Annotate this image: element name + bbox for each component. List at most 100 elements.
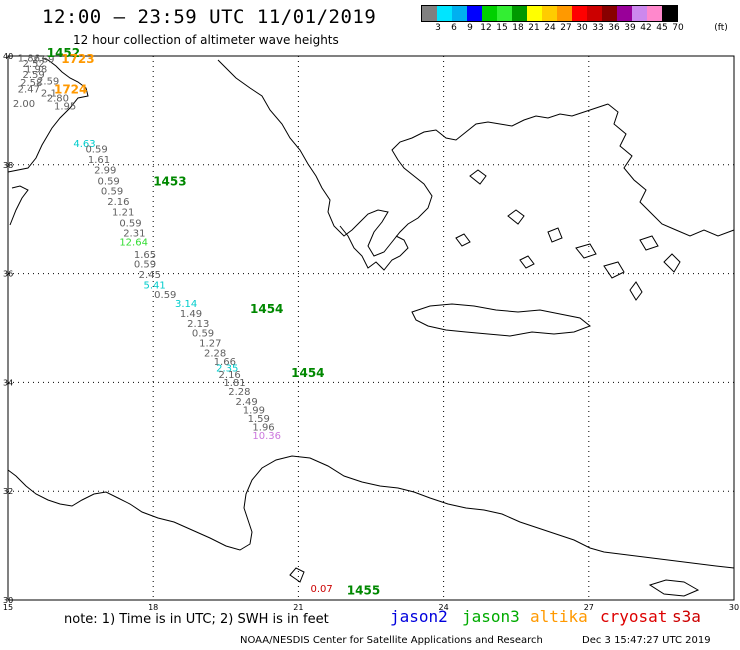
wave-height-value: 2.35 (216, 364, 238, 375)
legend-swatch-11 (587, 6, 602, 21)
wave-height-value: 1.27 (199, 338, 221, 349)
legend-swatch-6 (512, 6, 527, 21)
wave-height-value: 2.49 (235, 397, 257, 408)
latitude-label: 36 (3, 270, 13, 279)
coastlines (7, 57, 735, 597)
legend-swatch-10 (572, 6, 587, 21)
satellite-track: 1.862.692.521.982.592.592.582.47 2.12.80 2… (13, 53, 333, 594)
legend-swatches (421, 5, 678, 22)
credit-line: NOAA/NESDIS Center for Satellite Applica… (240, 635, 543, 646)
wave-height-value: 1.99 (243, 405, 265, 416)
legend-swatch-2 (452, 6, 467, 21)
wave-height-value: 1.49 (180, 309, 202, 320)
wave-height-value: 1.66 (214, 357, 236, 368)
satellite-name-s3a: s3a (672, 607, 701, 626)
legend-swatch-4 (482, 6, 497, 21)
pass-time-label: 1723 (61, 52, 94, 66)
wave-height-value: 1.95 (54, 101, 76, 112)
legend-label: 33 (592, 23, 604, 33)
legend-label: 15 (496, 23, 508, 33)
wave-height-value: 2.28 (204, 348, 226, 359)
wave-height-value: 0.59 (192, 329, 214, 340)
wave-height-value: 1.61 (88, 155, 110, 166)
wave-height-value: 1.86 (18, 53, 40, 64)
coast-rhodes (629, 253, 681, 301)
latitude-label: 30 (3, 596, 13, 605)
wave-height-value: 2.1 (41, 88, 57, 99)
pass-time-label: 1452 (47, 46, 80, 60)
wave-height-value: 2.00 (13, 99, 35, 110)
wave-height-value: 2.45 (139, 270, 161, 281)
latitude-label: 40 (3, 52, 13, 61)
wave-height-value: 1.21 (112, 207, 134, 218)
map-grid (8, 56, 734, 600)
legend-label: 3 (435, 23, 441, 33)
legend-swatch-0 (422, 6, 437, 21)
legend-swatch-12 (602, 6, 617, 21)
wave-height-value: 2.16 (107, 197, 129, 208)
wave-height-value: 0.59 (101, 187, 123, 198)
longitude-label: 30 (729, 603, 739, 612)
legend-swatch-3 (467, 6, 482, 21)
pass-time-label: 1453 (153, 174, 186, 188)
coast-balkans (217, 59, 609, 257)
wave-height-value: 2.59 (37, 76, 59, 87)
satellite-name-jason3: jason3 (462, 607, 520, 626)
pass-time-label: 1454 (250, 302, 283, 316)
chart-title: 12:00 – 23:59 UTC 11/01/2019 (42, 6, 377, 28)
satellite-name-jason2: jason2 (390, 607, 448, 626)
wave-height-value: 10.36 (252, 431, 281, 442)
legend-swatch-9 (557, 6, 572, 21)
coast-crete (411, 303, 591, 337)
wave-height-value: 1.96 (252, 422, 274, 433)
satellite-name-altika: altika (530, 607, 588, 626)
wave-height-value: 1.98 (25, 64, 47, 75)
latitude-label: 34 (3, 378, 13, 387)
wave-height-value: 2.80 (47, 94, 69, 105)
legend-label: 36 (608, 23, 620, 33)
wave-height-value: 12.64 (119, 237, 148, 248)
wave-height-value: 2.59 (23, 70, 45, 81)
coast-libya (7, 455, 735, 569)
coast-italy (7, 57, 89, 173)
legend-swatch-8 (542, 6, 557, 21)
wave-height-value: 2.47 (18, 84, 40, 95)
wave-height-value: 5.41 (144, 280, 166, 291)
legend-unit: (ft) (714, 23, 728, 33)
coast-calabria (9, 185, 29, 226)
longitude-label: 18 (148, 603, 158, 612)
longitude-label: 24 (439, 603, 449, 612)
legend-swatch-7 (527, 6, 542, 21)
wave-height-value: 2.31 (123, 229, 145, 240)
legend-swatch-14 (632, 6, 647, 21)
color-legend: 3 6 9 12 15 18 21 24 27 30 33 36 39 42 45 70 (ft) (421, 5, 728, 36)
coast-aegean-islands (455, 169, 659, 279)
wave-height-value: 2.28 (228, 387, 250, 398)
wave-height-value: 2.52 (23, 59, 45, 70)
legend-swatch-5 (497, 6, 512, 21)
longitude-label: 15 (3, 603, 13, 612)
legend-swatch-1 (437, 6, 452, 21)
longitude-label: 21 (293, 603, 303, 612)
wave-height-value: 1.65 (134, 250, 156, 261)
legend-swatch-15 (647, 6, 662, 21)
legend-label: 6 (451, 23, 457, 33)
legend-label: 30 (576, 23, 588, 33)
legend-label: 70 (672, 23, 684, 33)
pass-time-label: 1455 (347, 584, 380, 598)
legend-label: 42 (640, 23, 652, 33)
wave-height-value: 0.07 (311, 584, 333, 595)
legend-label: 27 (560, 23, 572, 33)
wave-height-value: 0.59 (119, 218, 141, 229)
wave-height-value: 3.14 (175, 299, 197, 310)
pass-time-label: 1724 (54, 83, 87, 97)
legend-label: 12 (480, 23, 492, 33)
wave-height-value: 1.81 (223, 378, 245, 389)
wave-height-value: 2.99 (94, 166, 116, 177)
wave-height-value: 4.63 (73, 139, 95, 150)
satellite-name-cryosat: cryosat (600, 607, 668, 626)
coast-libya-small (289, 567, 700, 597)
